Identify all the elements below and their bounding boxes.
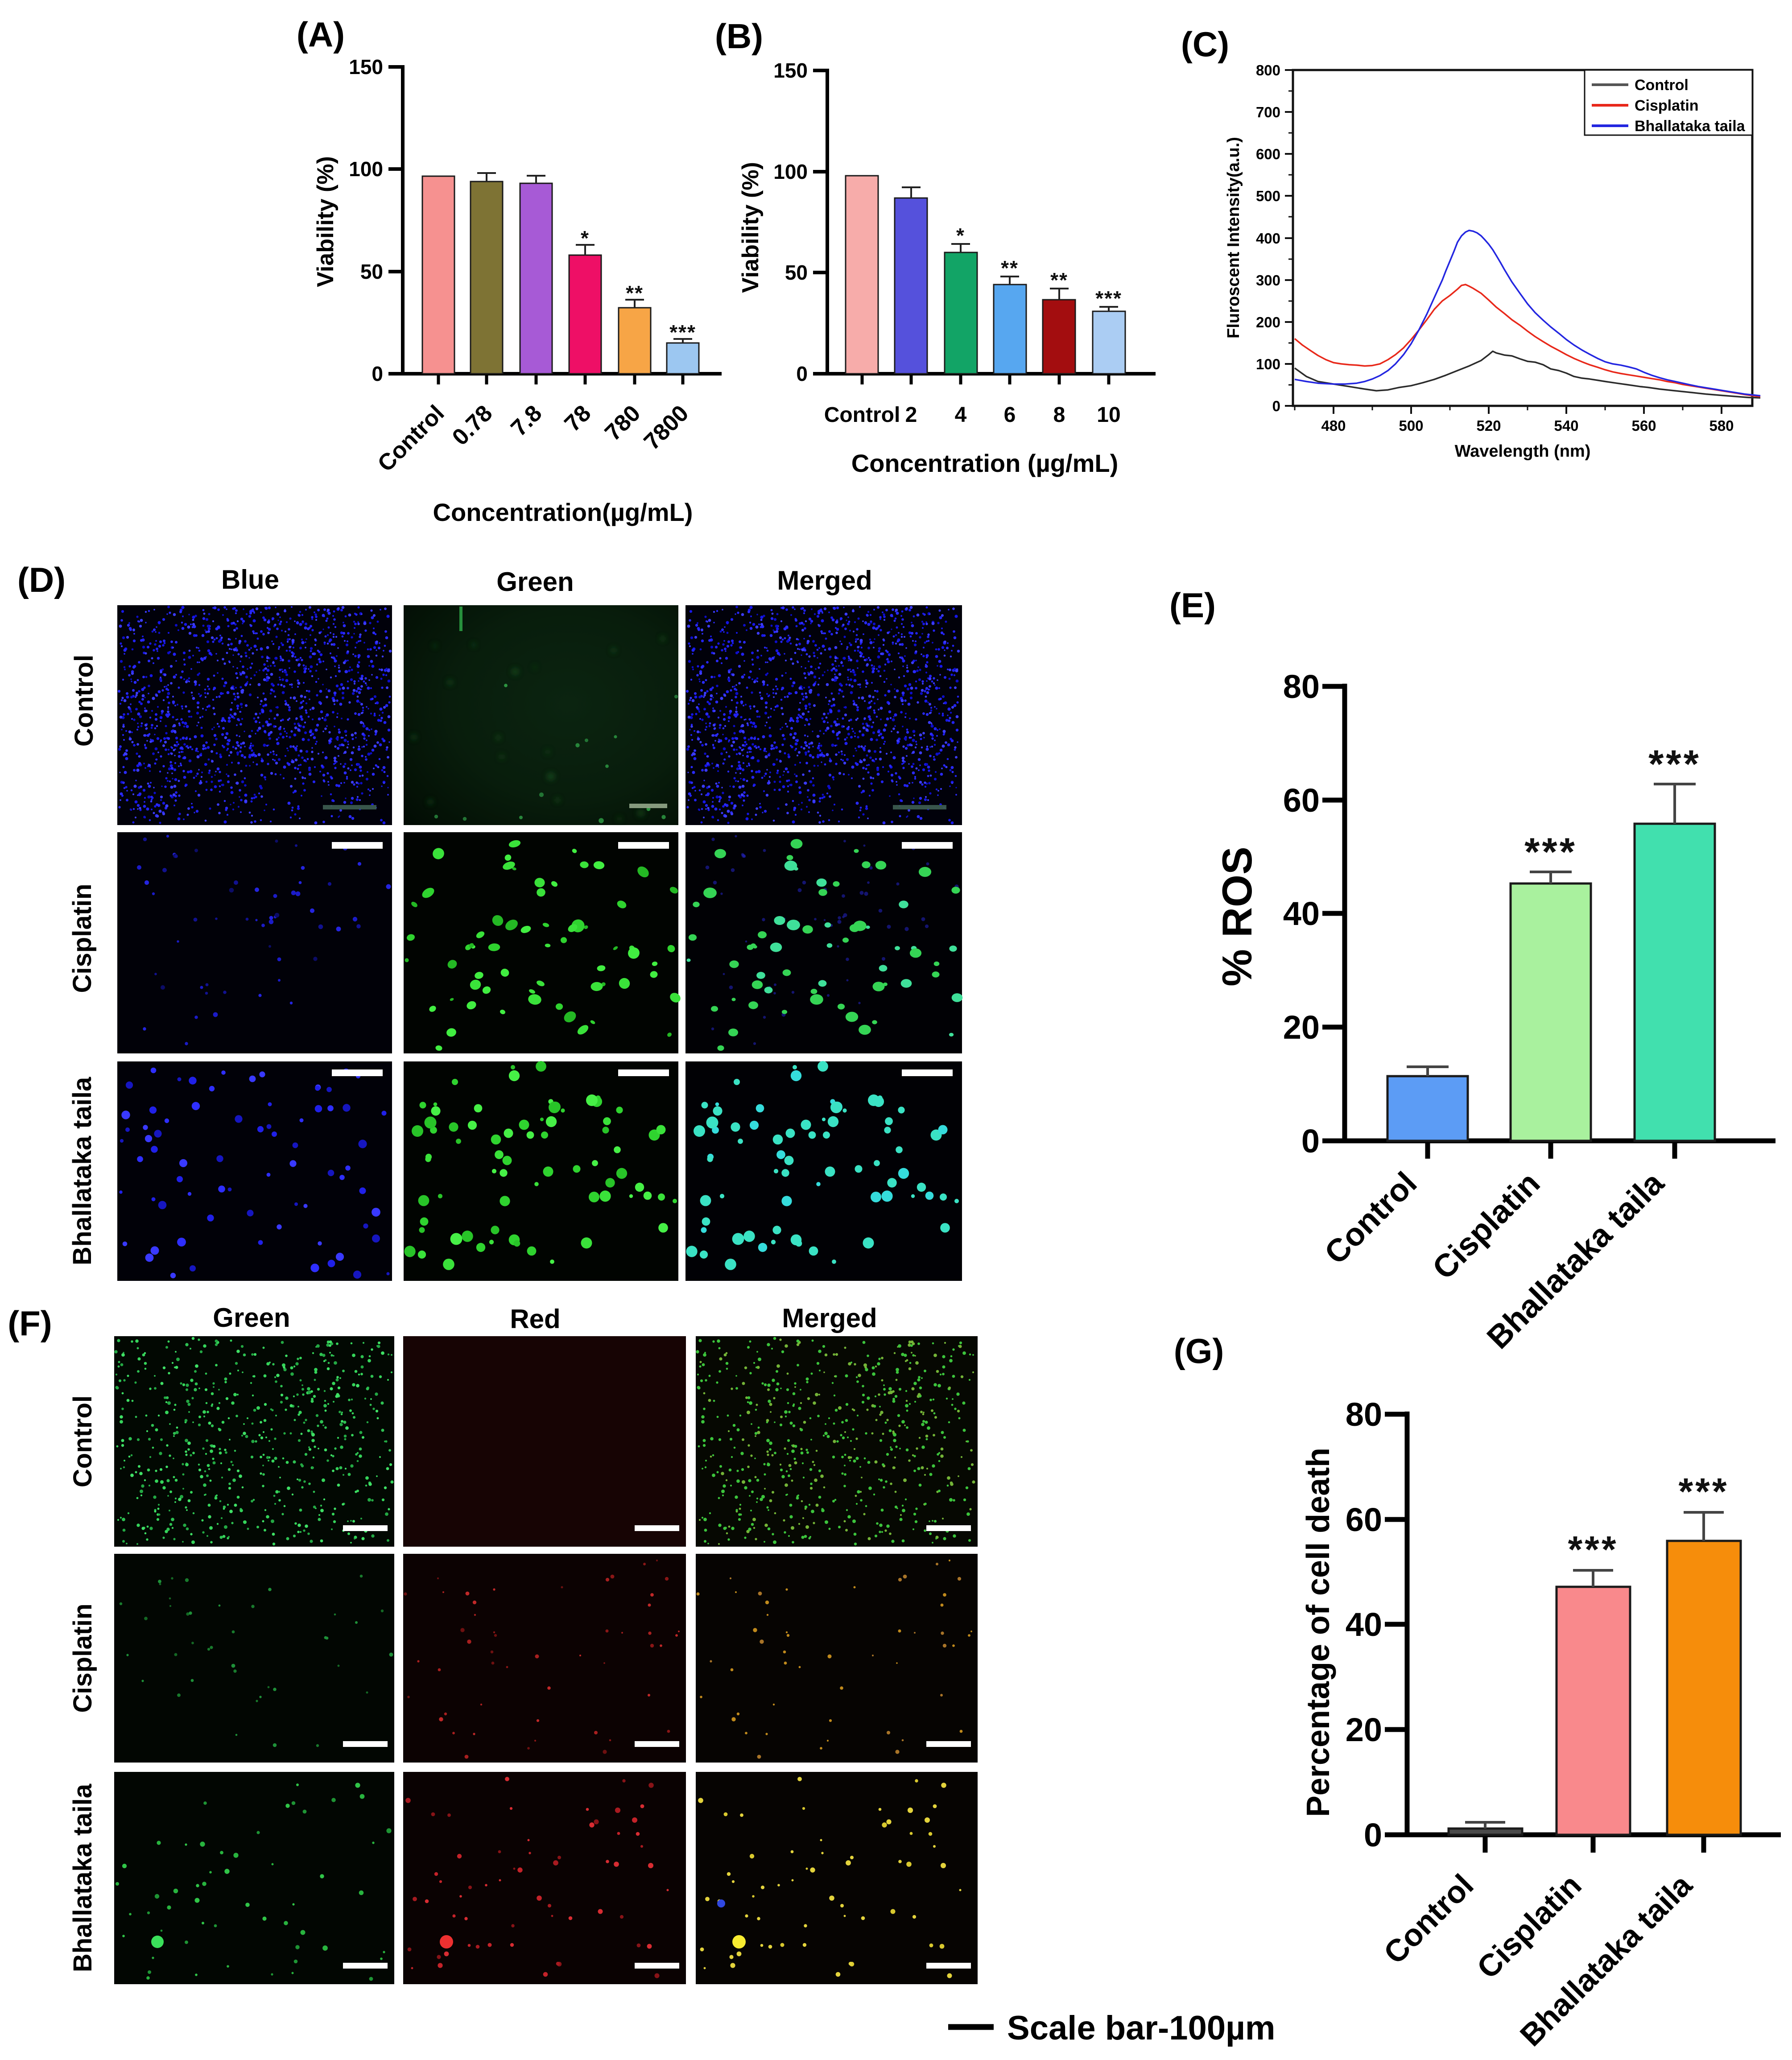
svg-text:Cisplatin: Cisplatin bbox=[68, 1604, 97, 1713]
svg-text:Cisplatin: Cisplatin bbox=[1635, 97, 1699, 114]
svg-text:60: 60 bbox=[1283, 782, 1320, 819]
svg-text:100: 100 bbox=[1256, 356, 1280, 372]
svg-text:**: ** bbox=[1001, 256, 1019, 280]
svg-text:500: 500 bbox=[1399, 417, 1423, 434]
svg-text:800: 800 bbox=[1256, 62, 1280, 78]
svg-text:Fluroscent Intensity(a.u.): Fluroscent Intensity(a.u.) bbox=[1224, 137, 1243, 339]
svg-text:(E): (E) bbox=[1169, 586, 1216, 625]
svg-text:Bhallataka taila: Bhallataka taila bbox=[1635, 118, 1746, 135]
svg-text:Merged: Merged bbox=[782, 1303, 877, 1333]
svg-text:0: 0 bbox=[1301, 1123, 1320, 1160]
svg-text:Viability (%): Viability (%) bbox=[738, 162, 764, 293]
svg-text:600: 600 bbox=[1256, 146, 1280, 162]
svg-text:540: 540 bbox=[1554, 417, 1578, 434]
svg-text:Red: Red bbox=[510, 1304, 560, 1334]
svg-text:Wavelength (nm): Wavelength (nm) bbox=[1455, 442, 1591, 461]
svg-text:***: *** bbox=[1524, 830, 1577, 874]
svg-text:50: 50 bbox=[360, 260, 383, 283]
svg-text:0: 0 bbox=[796, 362, 808, 385]
svg-text:520: 520 bbox=[1476, 417, 1501, 434]
svg-text:80: 80 bbox=[1283, 668, 1320, 705]
svg-text:700: 700 bbox=[1256, 104, 1280, 120]
svg-text:(C): (C) bbox=[1181, 25, 1229, 64]
svg-text:Cisplatin: Cisplatin bbox=[68, 884, 97, 993]
svg-text:Bhallataka taila: Bhallataka taila bbox=[68, 1077, 97, 1265]
svg-text:**: ** bbox=[1050, 268, 1068, 292]
svg-text:**: ** bbox=[626, 281, 644, 305]
svg-text:580: 580 bbox=[1709, 417, 1734, 434]
svg-text:0: 0 bbox=[372, 362, 383, 385]
svg-text:400: 400 bbox=[1256, 230, 1280, 247]
svg-text:*: * bbox=[581, 227, 590, 250]
svg-text:Merged: Merged bbox=[777, 566, 872, 595]
svg-text:0: 0 bbox=[1272, 398, 1280, 414]
svg-text:***: *** bbox=[1095, 287, 1122, 310]
svg-text:Green: Green bbox=[213, 1303, 290, 1333]
svg-text:% ROS: % ROS bbox=[1214, 846, 1260, 986]
svg-text:300: 300 bbox=[1256, 272, 1280, 289]
svg-text:Control: Control bbox=[70, 655, 99, 747]
svg-text:50: 50 bbox=[785, 261, 808, 284]
svg-text:***: *** bbox=[1648, 742, 1701, 786]
svg-text:560: 560 bbox=[1631, 417, 1656, 434]
svg-text:Control: Control bbox=[824, 403, 900, 427]
svg-text:Concentration(µg/mL): Concentration(µg/mL) bbox=[433, 498, 693, 526]
svg-text:4: 4 bbox=[955, 403, 967, 427]
svg-text:Viability (%): Viability (%) bbox=[313, 156, 339, 287]
svg-text:Bhallataka taila: Bhallataka taila bbox=[68, 1783, 97, 1972]
svg-text:Blue: Blue bbox=[221, 565, 279, 594]
svg-text:***: *** bbox=[669, 321, 696, 344]
svg-text:(A): (A) bbox=[297, 15, 345, 54]
svg-text:10: 10 bbox=[1097, 403, 1120, 427]
svg-text:200: 200 bbox=[1256, 314, 1280, 330]
svg-text:Control: Control bbox=[68, 1395, 97, 1487]
svg-text:100: 100 bbox=[349, 157, 383, 181]
svg-text:6: 6 bbox=[1004, 403, 1016, 427]
svg-text:(F): (F) bbox=[8, 1304, 52, 1343]
svg-text:150: 150 bbox=[773, 59, 808, 82]
svg-text:(B): (B) bbox=[715, 17, 763, 56]
svg-text:(D): (D) bbox=[17, 560, 66, 599]
svg-text:Concentration (µg/mL): Concentration (µg/mL) bbox=[851, 449, 1118, 477]
svg-text:Control: Control bbox=[1635, 77, 1689, 94]
svg-text:8: 8 bbox=[1053, 403, 1065, 427]
svg-text:Green: Green bbox=[496, 567, 574, 597]
svg-text:2: 2 bbox=[905, 403, 917, 427]
svg-text:500: 500 bbox=[1256, 188, 1280, 204]
svg-text:20: 20 bbox=[1283, 1009, 1320, 1046]
svg-text:100: 100 bbox=[773, 160, 808, 183]
svg-text:*: * bbox=[956, 224, 965, 247]
svg-text:480: 480 bbox=[1321, 417, 1346, 434]
svg-text:40: 40 bbox=[1283, 895, 1320, 932]
svg-text:150: 150 bbox=[349, 55, 383, 78]
